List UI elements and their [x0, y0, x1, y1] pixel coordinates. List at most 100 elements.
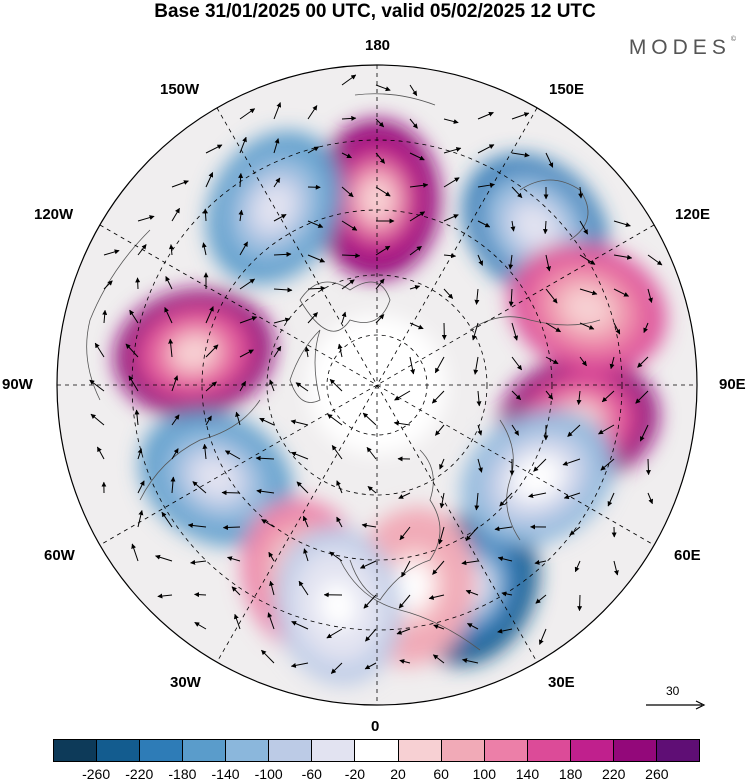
- colorbar-swatch: [656, 740, 699, 761]
- wind-vector: [202, 443, 208, 460]
- lon-label-30e: 30E: [548, 674, 575, 691]
- wind-vector: [307, 285, 326, 291]
- wind-vector: [579, 254, 596, 265]
- lon-label-120e: 120E: [675, 206, 711, 223]
- brand-name: MODES: [628, 36, 731, 59]
- wind-vector: [647, 288, 653, 304]
- wind-vector: [307, 312, 318, 324]
- wind-vector: [409, 356, 416, 375]
- wind-vector: [273, 345, 282, 358]
- wind-vector: [577, 594, 583, 612]
- wind-vector: [499, 492, 513, 507]
- wind-vector: [443, 147, 462, 154]
- wind-vector: [129, 309, 139, 324]
- wind-vector: [336, 480, 343, 494]
- page-title: Base 31/01/2025 00 UTC, valid 05/02/2025…: [154, 1, 596, 22]
- wind-vector: [375, 84, 391, 92]
- wind-vector: [462, 658, 479, 664]
- wind-vector: [194, 592, 207, 598]
- wind-vector: [203, 208, 208, 222]
- negative-anomaly-blob: [513, 204, 558, 249]
- colorbar-swatch: [441, 740, 485, 761]
- wind-vector: [538, 628, 547, 645]
- wind-vector: [239, 349, 254, 358]
- colorbar-tick-label: 220: [602, 766, 626, 782]
- wind-vector: [364, 662, 377, 670]
- wind-vector: [598, 424, 615, 435]
- wind-vector: [273, 287, 293, 293]
- lon-label-180: 180: [365, 37, 391, 54]
- wind-vector: [576, 390, 582, 405]
- wind-vector: [235, 411, 241, 426]
- wind-vector: [545, 288, 558, 304]
- wind-vector: [273, 251, 292, 257]
- wind-vector: [307, 146, 320, 154]
- wind-vector: [291, 621, 309, 630]
- wind-vector: [134, 409, 140, 426]
- wind-vector: [165, 276, 173, 290]
- wind-vector: [103, 249, 120, 256]
- colorbar-tick-label: 140: [515, 766, 540, 782]
- wind-vector: [428, 594, 445, 600]
- wind-vector: [375, 118, 385, 128]
- colorbar-swatch: [527, 740, 571, 761]
- wind-vector: [375, 278, 385, 290]
- wind-vector: [639, 424, 649, 442]
- wind-vector: [155, 554, 173, 562]
- colorbar-tick-label: -260: [82, 766, 111, 782]
- wind-vector: [545, 152, 554, 168]
- wind-vector: [239, 278, 255, 290]
- wind-vector: [137, 215, 155, 222]
- wind-vector: [409, 152, 425, 161]
- wind-vector: [238, 209, 244, 222]
- wind-vector: [443, 253, 457, 259]
- colorbar-tick-label: 20: [390, 766, 406, 782]
- wind-vector: [341, 253, 361, 259]
- wind-vector: [601, 390, 615, 403]
- colorbar-tick-label: -20: [344, 766, 366, 782]
- wind-vector: [477, 458, 483, 473]
- wind-vector: [443, 214, 459, 222]
- colorbar-swatch: [226, 740, 270, 761]
- wind-vector: [273, 177, 281, 188]
- wind-vector: [171, 180, 189, 188]
- wind-vector: [205, 144, 223, 154]
- wind-vector: [613, 254, 633, 260]
- wind-vector: [432, 560, 445, 575]
- wind-vector: [359, 560, 377, 569]
- wind-vector: [273, 214, 287, 222]
- wind-vector: [233, 613, 241, 630]
- wind-vector: [439, 492, 445, 509]
- wind-vector: [366, 446, 377, 460]
- lon-label-150w: 150W: [160, 81, 200, 98]
- wind-vector: [327, 413, 343, 426]
- wind-vector: [255, 455, 275, 461]
- colorbar-tick-label: -100: [254, 766, 283, 782]
- wind-vector: [375, 186, 391, 197]
- wind-vector: [157, 593, 173, 599]
- colorbar-swatch: [269, 740, 313, 761]
- wind-vector: [545, 390, 554, 400]
- wind-vector: [302, 515, 309, 528]
- wind-vector: [190, 559, 207, 565]
- wind-vector: [329, 378, 343, 392]
- wind-vector: [607, 492, 615, 507]
- wind-vector: [261, 649, 275, 664]
- wind-vector: [205, 381, 217, 392]
- wind-vector: [434, 424, 445, 436]
- wind-vector: [647, 492, 654, 505]
- wind-vector: [465, 589, 479, 596]
- wind-vector: [579, 356, 587, 367]
- wind-vector: [443, 177, 460, 188]
- colorbar-swatch: [484, 740, 528, 761]
- wind-vector: [268, 551, 275, 562]
- wind-vector: [298, 580, 309, 596]
- wind-vector: [477, 220, 491, 228]
- wind-vector: [89, 379, 105, 392]
- wind-vector: [535, 594, 547, 604]
- wind-vector: [170, 476, 176, 494]
- wind-vector: [497, 628, 513, 634]
- wind-vector: [303, 548, 309, 562]
- wind-vector: [431, 390, 445, 404]
- colorbar-swatch: [54, 740, 98, 761]
